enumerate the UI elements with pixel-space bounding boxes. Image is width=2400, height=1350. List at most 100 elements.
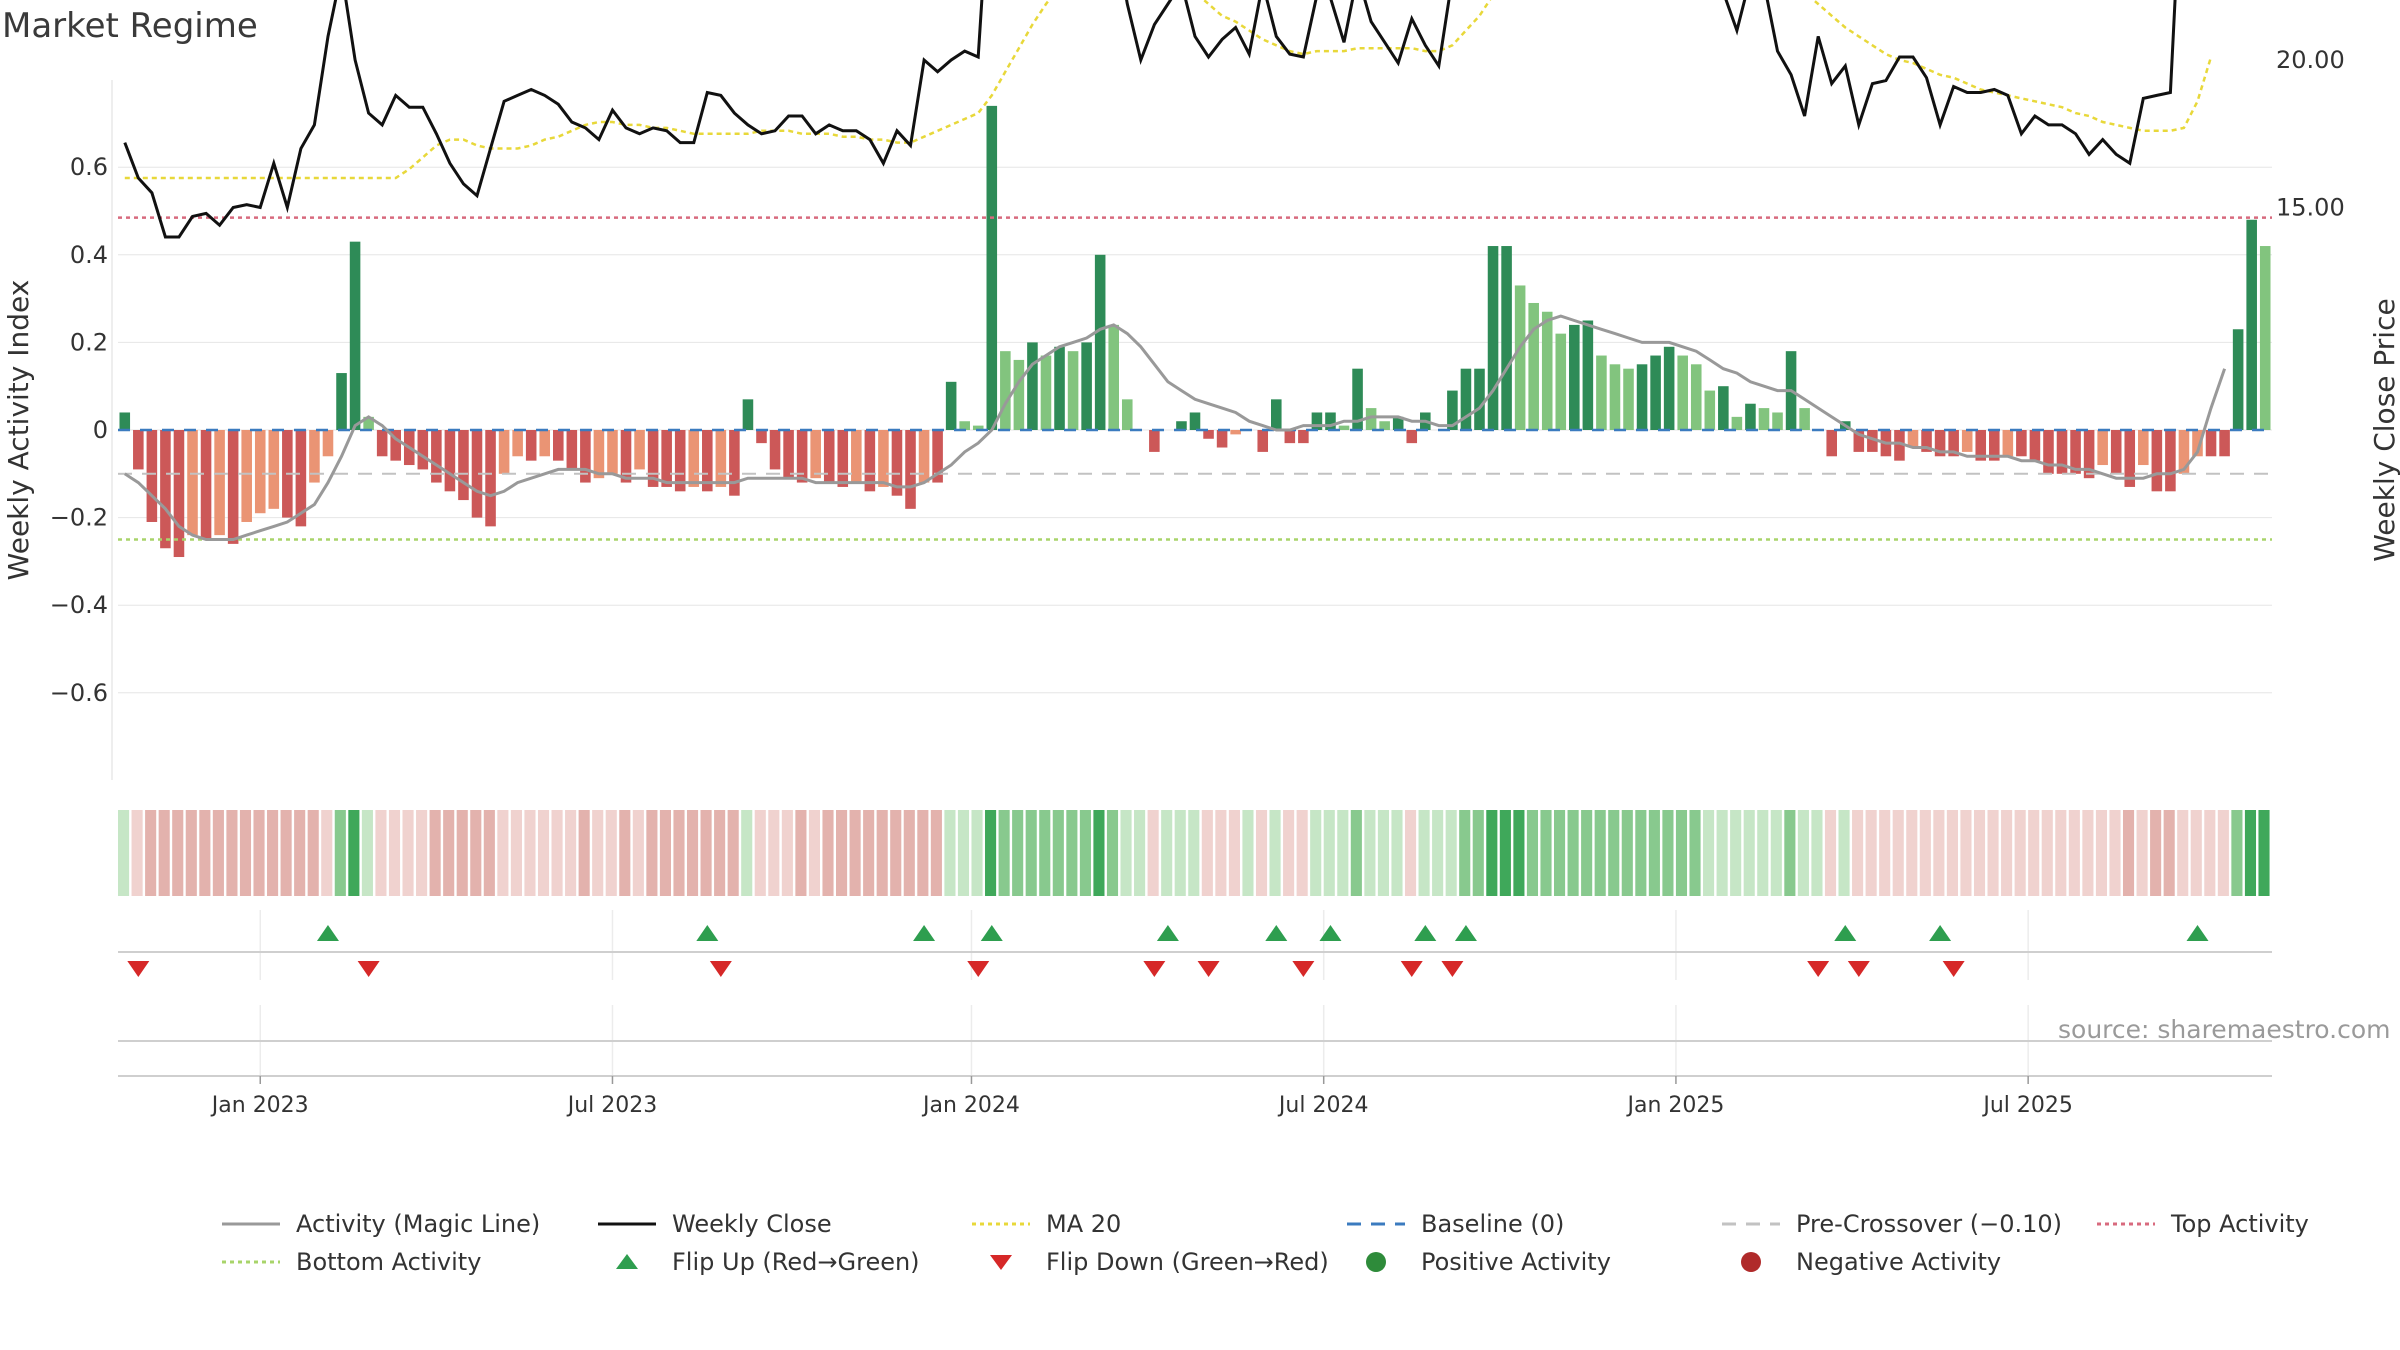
activity-bar xyxy=(1677,355,1688,430)
activity-bar xyxy=(173,430,185,558)
legend-label: Pre-Crossover (−0.10) xyxy=(1796,1210,2063,1238)
activity-bar xyxy=(1528,302,1539,430)
activity-bar xyxy=(1257,430,1269,452)
regime-cell xyxy=(1269,810,1281,896)
regime-cell xyxy=(1432,810,1444,896)
activity-bar xyxy=(986,105,998,430)
flip-up-marker xyxy=(316,925,339,941)
y-left-tick-label: −0.4 xyxy=(50,591,108,619)
activity-bar xyxy=(241,430,252,522)
activity-bar xyxy=(2002,430,2014,457)
regime-cell xyxy=(1960,810,1972,896)
regime-cell xyxy=(253,810,265,896)
regime-cell xyxy=(212,810,224,896)
flip-down-marker xyxy=(1292,961,1315,977)
regime-cell xyxy=(1919,810,1931,896)
regime-cell xyxy=(863,810,875,896)
regime-cell xyxy=(2122,810,2135,896)
activity-bar xyxy=(1501,246,1512,430)
regime-cell xyxy=(1310,810,1322,896)
ma20-line xyxy=(124,0,2213,180)
activity-bar xyxy=(1514,285,1526,430)
regime-cell xyxy=(1499,810,1511,896)
activity-bar xyxy=(1826,430,1838,457)
legend-item: Top Activity xyxy=(2095,1210,2309,1238)
regime-cell xyxy=(226,810,238,896)
regime-cell xyxy=(1703,810,1715,896)
activity-panel: −0.6−0.4−0.200.20.40.615.0020.0025.0030.… xyxy=(2,0,2400,780)
regime-cell xyxy=(2068,810,2080,896)
regime-cell xyxy=(1906,810,1918,896)
x-tick-label: Jul 2025 xyxy=(1981,1093,2073,1118)
regime-cell xyxy=(985,810,997,896)
legend-item: Flip Down (Green→Red) xyxy=(970,1248,1329,1276)
activity-bar xyxy=(972,425,984,430)
activity-bar xyxy=(810,430,821,479)
regime-cell xyxy=(646,810,658,896)
activity-bar xyxy=(823,430,835,483)
activity-bar xyxy=(1325,412,1336,430)
activity-bar xyxy=(1000,351,1011,430)
legend-triangle-down xyxy=(990,1255,1012,1270)
regime-cell xyxy=(2014,810,2026,896)
activity-bar xyxy=(1894,430,1905,461)
regime-cell xyxy=(781,810,793,896)
activity-bar xyxy=(1596,355,1607,430)
legend-item: Weekly Close xyxy=(596,1210,832,1238)
legend-label: MA 20 xyxy=(1046,1210,1122,1238)
activity-bar xyxy=(431,430,442,483)
x-tick-label: Jul 2024 xyxy=(1277,1093,1369,1118)
regime-cell xyxy=(2204,810,2216,896)
regime-cell xyxy=(199,810,211,896)
legend-label: Activity (Magic Line) xyxy=(296,1210,541,1238)
activity-bar xyxy=(634,430,645,470)
activity-bar xyxy=(1298,430,1309,444)
activity-bar xyxy=(1704,390,1716,430)
y-right-tick-label: 15.00 xyxy=(2276,194,2345,222)
legend-item: Negative Activity xyxy=(1720,1248,2001,1276)
legend-swatch xyxy=(1366,1252,1386,1272)
regime-cell xyxy=(1635,810,1647,896)
activity-bar xyxy=(214,430,225,536)
activity-bar xyxy=(2246,219,2257,430)
regime-cell xyxy=(592,810,604,896)
activity-bar xyxy=(1189,412,1201,430)
regime-cell xyxy=(1066,810,1078,896)
regime-cell xyxy=(1540,810,1552,896)
activity-bar xyxy=(1230,430,1241,435)
regime-cell xyxy=(605,810,617,896)
activity-bar xyxy=(146,430,158,522)
activity-bar xyxy=(471,430,483,518)
regime-cell xyxy=(1608,810,1620,896)
flip-up-marker xyxy=(913,925,936,941)
regime-cell xyxy=(1093,810,1105,896)
regime-cell xyxy=(1513,810,1525,896)
activity-bar xyxy=(607,430,618,474)
flip-down-marker xyxy=(967,961,990,977)
flip-up-marker xyxy=(1834,925,1857,941)
activity-bar xyxy=(498,430,510,474)
regime-cell xyxy=(2231,810,2243,896)
legend-label: Positive Activity xyxy=(1421,1248,1611,1276)
regime-cell xyxy=(565,810,577,896)
regime-cell xyxy=(2028,810,2040,896)
flip-down-marker xyxy=(1400,961,1423,977)
x-tick-label: Jan 2025 xyxy=(1625,1093,1724,1118)
activity-bar xyxy=(268,430,280,509)
activity-bar xyxy=(2029,430,2041,461)
activity-bar xyxy=(2205,430,2217,457)
regime-cell xyxy=(849,810,861,896)
activity-bar xyxy=(1392,416,1404,430)
regime-cell xyxy=(1838,810,1850,896)
regime-cell xyxy=(727,810,739,896)
activity-bar xyxy=(1338,425,1350,430)
activity-bar xyxy=(2083,430,2095,479)
activity-bar xyxy=(187,430,198,536)
activity-bar xyxy=(729,430,740,496)
legend-swatch xyxy=(598,1222,656,1226)
activity-bar xyxy=(1149,430,1160,452)
activity-bar xyxy=(742,399,754,430)
regime-cell xyxy=(145,810,157,896)
regime-cell xyxy=(1811,810,1823,896)
